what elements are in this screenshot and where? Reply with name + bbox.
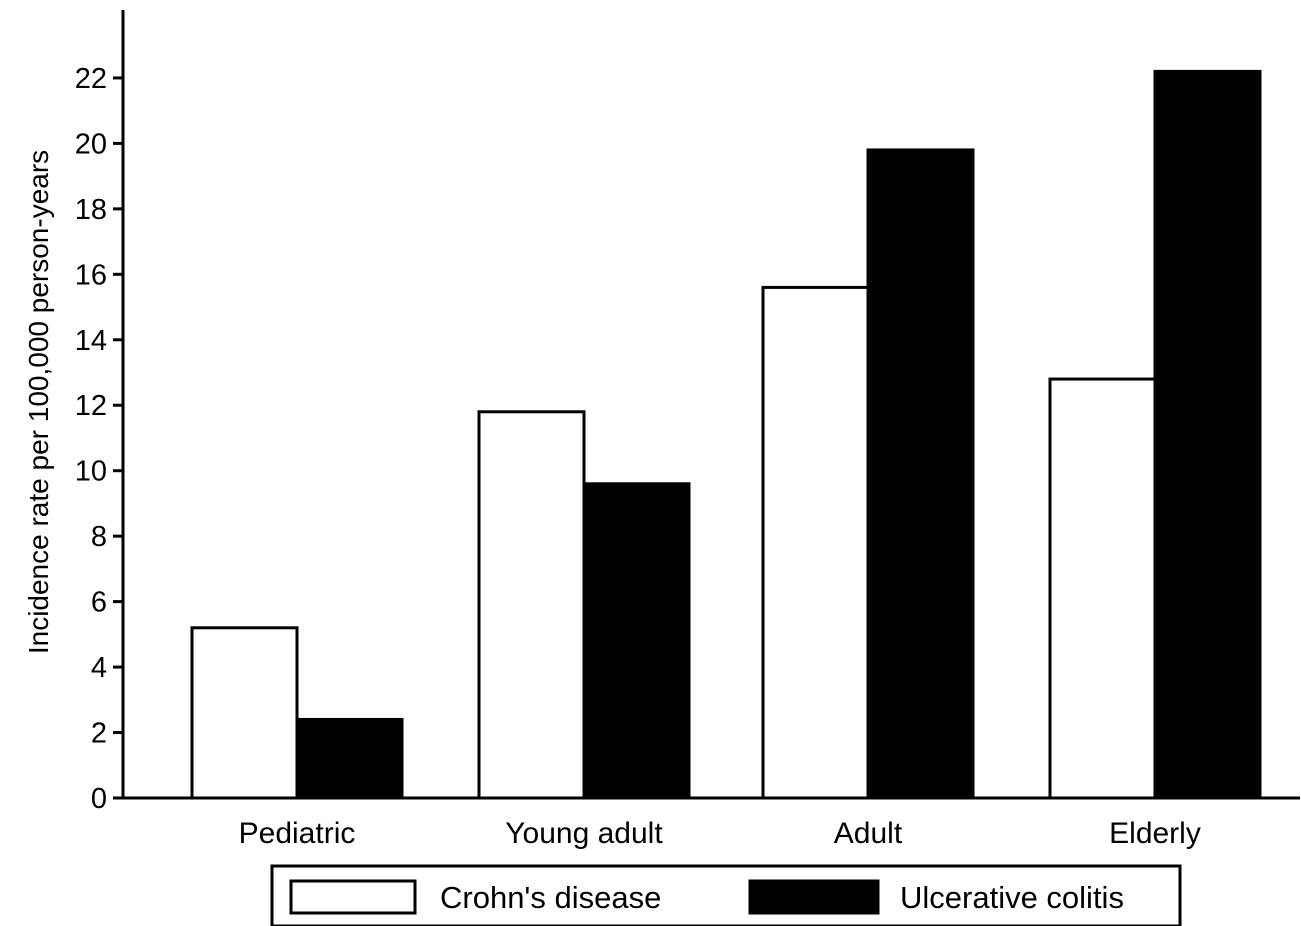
y-tick-label: 22 — [75, 63, 107, 95]
x-category-label: Young adult — [505, 817, 663, 850]
y-tick-label: 18 — [75, 194, 107, 226]
legend-label-uc: Ulcerative colitis — [900, 880, 1124, 915]
bar-crohns-young-adult — [477, 410, 586, 800]
y-tick-label: 8 — [91, 521, 107, 553]
y-tick-label: 20 — [75, 128, 107, 160]
y-ticks: 0 2 4 6 8 10 12 14 16 18 20 22 — [75, 63, 123, 815]
plot-area — [190, 69, 1262, 800]
x-category-label: Adult — [834, 817, 903, 850]
bar-crohns-elderly — [1048, 377, 1157, 800]
legend-swatch-uc — [748, 879, 880, 915]
legend-label-crohns: Crohn's disease — [440, 880, 661, 915]
x-axis: Pediatric Young adult Adult Elderly — [123, 796, 1300, 850]
y-axis: 0 2 4 6 8 10 12 14 16 18 20 22 — [75, 10, 125, 815]
bar-crohns-pediatric — [190, 626, 299, 800]
x-category-label: Elderly — [1109, 817, 1201, 850]
bar-crohns-adult — [761, 285, 870, 800]
y-tick-label: 0 — [91, 783, 107, 815]
y-tick-label: 16 — [75, 259, 107, 291]
legend-swatch-crohns — [289, 879, 417, 915]
bar-uc-young-adult — [582, 482, 691, 800]
y-tick-label: 10 — [75, 456, 107, 488]
x-category-label: Pediatric — [239, 817, 356, 850]
bar-uc-adult — [866, 148, 975, 800]
y-tick-label: 12 — [75, 390, 107, 422]
legend: Crohn's disease Ulcerative colitis — [270, 864, 1182, 926]
bar-uc-pediatric — [295, 717, 404, 800]
y-tick-label: 4 — [91, 652, 107, 684]
x-category-labels: Pediatric Young adult Adult Elderly — [239, 817, 1201, 850]
y-axis-title: Incidence rate per 100,000 person-years — [23, 150, 54, 654]
legend-frame — [270, 864, 1182, 926]
y-tick-label: 2 — [91, 718, 107, 750]
bar-uc-elderly — [1153, 69, 1262, 800]
y-tick-label: 14 — [75, 325, 107, 357]
y-tick-label: 6 — [91, 587, 107, 619]
